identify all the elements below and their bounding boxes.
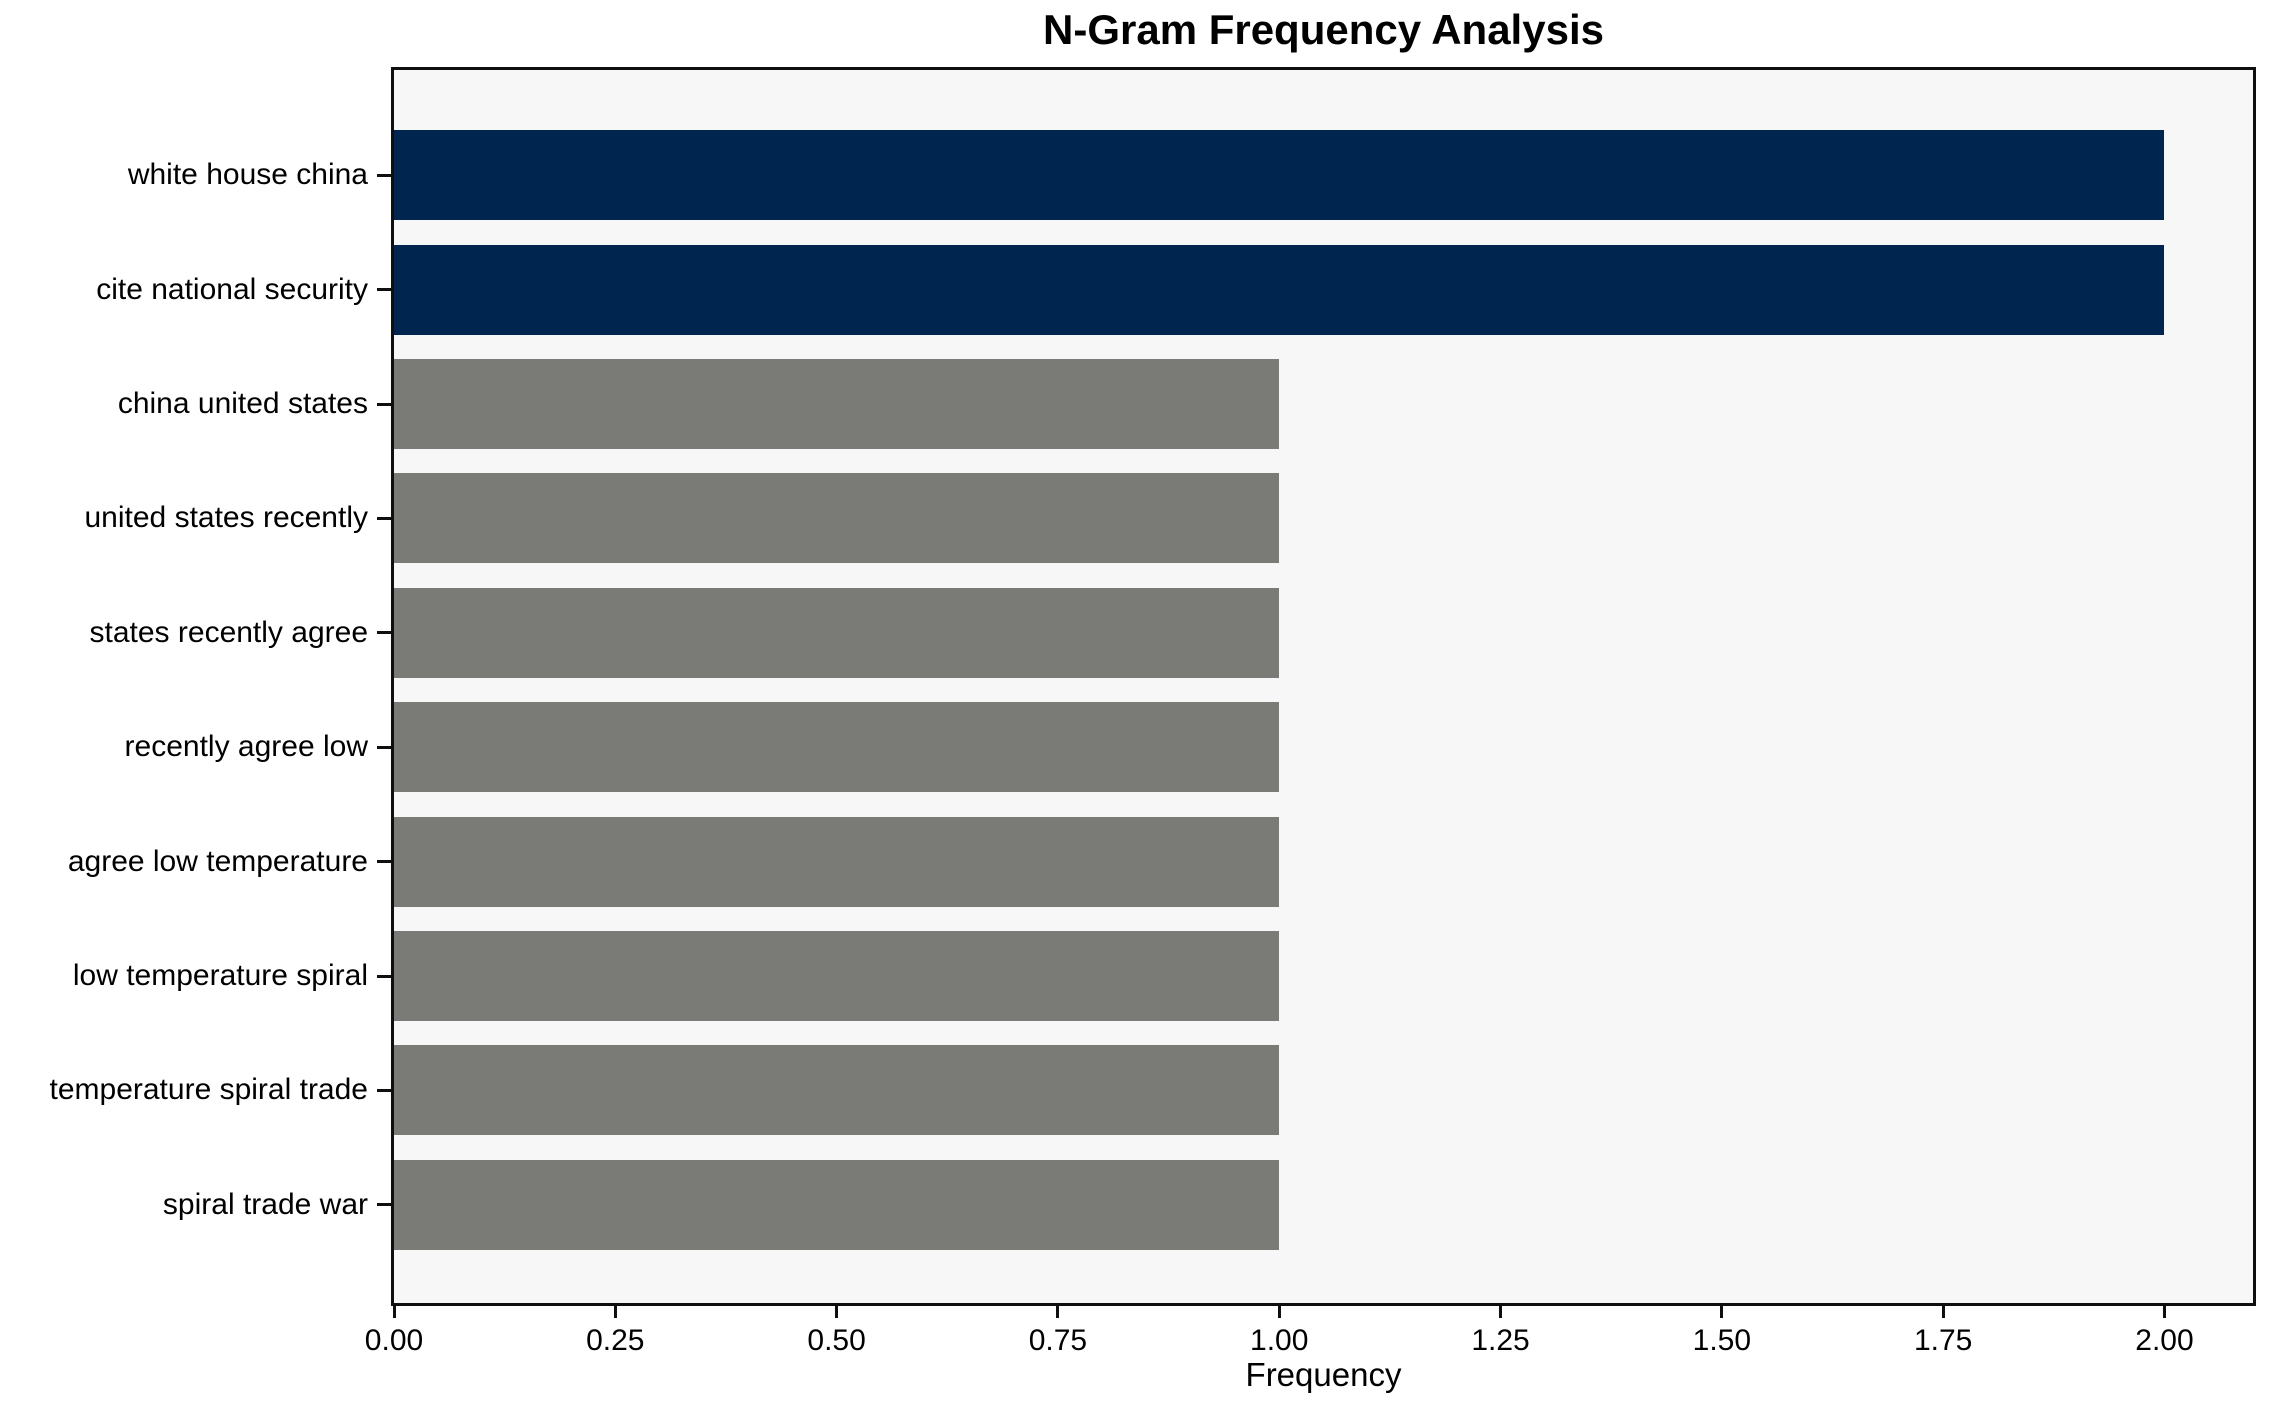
x-tick	[1499, 1303, 1503, 1318]
x-tick-label: 1.75	[1913, 1324, 1973, 1357]
chart-title: N-Gram Frequency Analysis	[1043, 6, 1604, 53]
y-tick-label: white house china	[127, 158, 368, 192]
y-tick	[377, 1203, 391, 1207]
bar	[394, 359, 1280, 449]
y-tick	[377, 516, 391, 520]
x-tick	[1277, 1303, 1281, 1318]
x-tick-label: 0.75	[1028, 1324, 1088, 1357]
x-tick-label: 1.50	[1692, 1324, 1752, 1357]
bar	[394, 1045, 1280, 1136]
x-tick	[613, 1303, 617, 1318]
x-tick-label: 0.50	[807, 1324, 866, 1357]
y-tick-label: spiral trade war	[162, 1187, 368, 1221]
y-tick-label: agree low temperature	[67, 844, 368, 878]
y-tick	[377, 173, 391, 177]
x-tick	[1941, 1303, 1945, 1318]
y-tick	[377, 631, 391, 635]
y-tick-label: united states recently	[84, 501, 369, 535]
y-tick	[377, 402, 391, 406]
x-tick-label: 1.00	[1250, 1324, 1309, 1357]
bar	[394, 1159, 1280, 1250]
x-tick	[1056, 1303, 1060, 1318]
y-tick	[377, 974, 391, 978]
x-tick-label: 1.25	[1471, 1324, 1530, 1357]
x-tick-label: 2.00	[2135, 1324, 2194, 1357]
y-tick-label: cite national security	[96, 272, 368, 306]
y-tick-label: states recently agree	[89, 615, 368, 649]
x-tick	[1720, 1303, 1724, 1318]
plot-area	[391, 67, 2256, 1306]
bar	[394, 244, 2165, 335]
x-tick-label: 0.00	[364, 1324, 424, 1357]
x-tick	[835, 1303, 839, 1318]
bar	[394, 931, 1280, 1021]
x-tick	[2162, 1303, 2166, 1318]
x-tick	[392, 1303, 396, 1318]
y-tick	[377, 745, 391, 749]
bar	[394, 473, 1280, 564]
bar	[394, 130, 2165, 221]
bar	[394, 702, 1280, 793]
y-tick	[377, 288, 391, 292]
y-tick	[377, 860, 391, 864]
x-axis-label: Frequency	[1245, 1356, 1402, 1393]
bar	[394, 816, 1280, 907]
y-tick-label: temperature spiral trade	[49, 1073, 369, 1107]
y-tick-label: recently agree low	[124, 730, 368, 764]
y-tick-label: low temperature spiral	[72, 959, 368, 992]
x-tick-label: 0.25	[586, 1324, 645, 1357]
y-tick	[377, 1088, 391, 1092]
y-tick-label: china united states	[117, 387, 368, 420]
bar	[394, 587, 1280, 678]
